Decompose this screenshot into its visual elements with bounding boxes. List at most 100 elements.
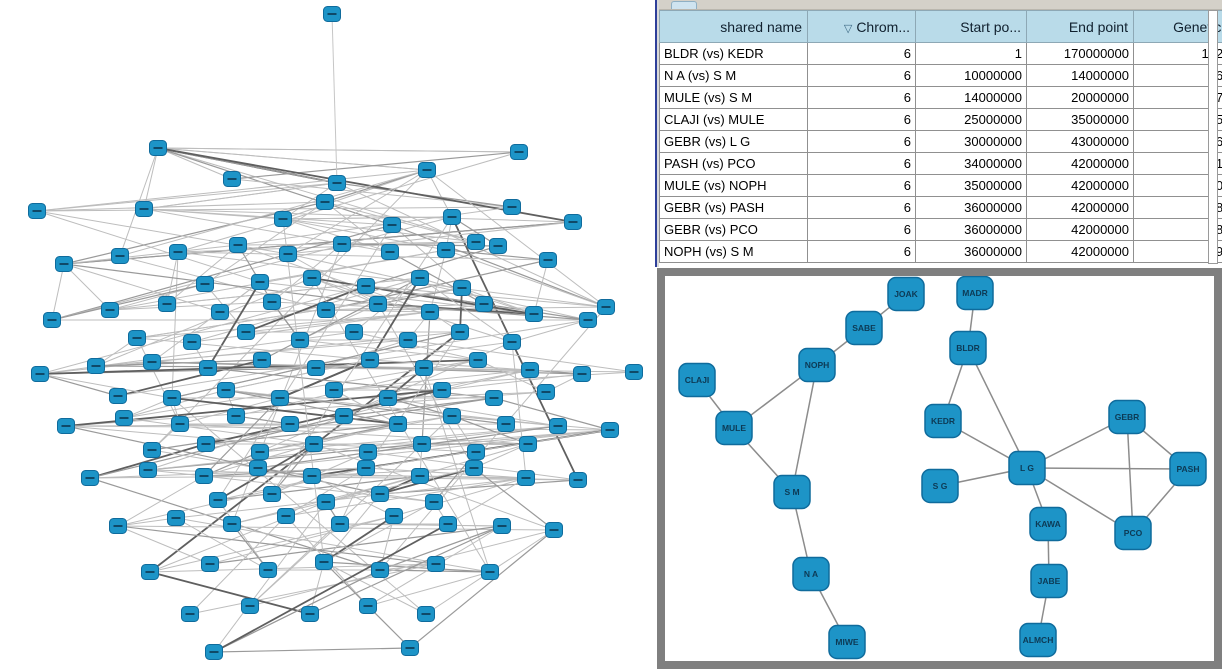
network-node[interactable] [249,460,267,476]
node-shape[interactable] [773,474,811,510]
network-node[interactable] [229,237,247,253]
table-cell[interactable]: 1 [915,42,1027,65]
main-network-view[interactable] [0,0,655,669]
network-node[interactable] [425,494,443,510]
table-row[interactable]: GEBR (vs) PASH636000000420000008.9 [659,196,1222,219]
network-node[interactable] [510,144,528,160]
selected-subnetwork-panel[interactable]: JOAK MADR SABE NOPH BLDR CLAJI MULE KEDR GEBR L G… [657,268,1222,669]
network-node-pash[interactable]: PASH [1169,451,1207,487]
network-node[interactable] [149,140,167,156]
table-cell[interactable]: 36000000 [915,196,1027,219]
network-node[interactable] [437,242,455,258]
table-row[interactable]: CLAJI (vs) MULE625000000350000005.9 [659,108,1222,131]
table-cell[interactable]: PASH (vs) PCO [659,152,808,175]
network-node[interactable] [303,270,321,286]
network-node-miwe[interactable]: MIWE [828,624,866,660]
network-node[interactable] [475,296,493,312]
node-shape[interactable] [949,330,987,366]
network-node-madr[interactable]: MADR [956,276,994,311]
table-cell[interactable]: 6 [807,42,916,65]
network-node[interactable] [601,422,619,438]
network-node-noph[interactable]: NOPH [798,347,836,383]
network-node[interactable] [564,214,582,230]
network-node[interactable] [545,522,563,538]
network-node[interactable] [485,390,503,406]
network-node[interactable] [197,436,215,452]
network-node[interactable] [325,382,343,398]
network-node[interactable] [357,278,375,294]
network-node[interactable] [413,436,431,452]
table-row[interactable]: N A (vs) S M610000000140000006.6 [659,64,1222,87]
table-cell[interactable]: MULE (vs) NOPH [659,174,808,197]
table-cell[interactable]: 42000000 [1026,152,1134,175]
network-node[interactable] [169,244,187,260]
network-node[interactable] [141,564,159,580]
filter-icon[interactable]: ▽ [843,22,853,35]
network-node[interactable] [305,436,323,452]
network-node[interactable] [253,352,271,368]
network-node[interactable] [139,462,157,478]
network-node[interactable] [385,508,403,524]
network-node-bldr[interactable]: BLDR [949,330,987,366]
network-node-s-g[interactable]: S G [921,468,959,504]
network-node[interactable] [109,388,127,404]
network-node[interactable] [201,556,219,572]
network-node[interactable] [195,468,213,484]
table-cell[interactable]: MULE (vs) S M [659,86,808,109]
column-header-chrom-[interactable]: ▽ Chrom... [807,10,916,43]
table-cell[interactable]: 9.9 [1133,240,1222,263]
node-shape[interactable] [678,362,716,398]
node-shape[interactable] [956,276,994,311]
network-node-l-g[interactable]: L G [1008,450,1046,486]
network-node[interactable] [31,366,49,382]
table-cell[interactable]: 6 [807,64,916,87]
network-node[interactable] [57,418,75,434]
network-node[interactable] [281,416,299,432]
network-node[interactable] [323,6,341,22]
network-node[interactable] [521,362,539,378]
table-cell[interactable]: 6 [807,152,916,175]
network-node[interactable] [87,358,105,374]
network-node[interactable] [115,410,133,426]
network-node[interactable] [205,644,223,660]
network-node[interactable] [411,270,429,286]
network-node[interactable] [573,366,591,382]
main-network-canvas[interactable] [0,0,655,669]
table-row[interactable]: NOPH (vs) S M636000000420000009.9 [659,240,1222,263]
network-node[interactable] [277,508,295,524]
network-node[interactable] [271,390,289,406]
network-node[interactable] [503,199,521,215]
network-node[interactable] [263,294,281,310]
network-node[interactable] [418,162,436,178]
table-cell[interactable]: 42000000 [1026,196,1134,219]
network-node[interactable] [467,234,485,250]
node-shape[interactable] [921,468,959,504]
network-node[interactable] [251,274,269,290]
table-cell[interactable]: CLAJI (vs) MULE [659,108,808,131]
network-node[interactable] [163,390,181,406]
column-header-genetic-[interactable]: Genetic... [1133,10,1222,43]
network-node[interactable] [263,486,281,502]
node-shape[interactable] [1169,451,1207,487]
network-node[interactable] [317,494,335,510]
network-node[interactable] [171,416,189,432]
table-cell[interactable]: 43000000 [1026,130,1134,153]
network-node[interactable] [223,516,241,532]
network-node[interactable] [28,203,46,219]
network-node[interactable] [109,518,127,534]
network-node-jabe[interactable]: JABE [1030,563,1068,599]
node-shape[interactable] [924,403,962,439]
network-node[interactable] [111,248,129,264]
column-header-shared-name[interactable]: shared name [659,10,808,43]
table-cell[interactable]: GEBR (vs) PCO [659,218,808,241]
table-cell[interactable]: 10000000 [915,64,1027,87]
network-node[interactable] [417,606,435,622]
table-cell[interactable]: 42000000 [1026,240,1134,263]
network-node[interactable] [383,217,401,233]
table-row[interactable]: PASH (vs) PCO6340000004200000011.4 [659,152,1222,175]
network-node[interactable] [503,334,521,350]
network-node[interactable] [569,472,587,488]
network-node[interactable] [427,556,445,572]
network-node[interactable] [217,382,235,398]
network-node[interactable] [401,640,419,656]
